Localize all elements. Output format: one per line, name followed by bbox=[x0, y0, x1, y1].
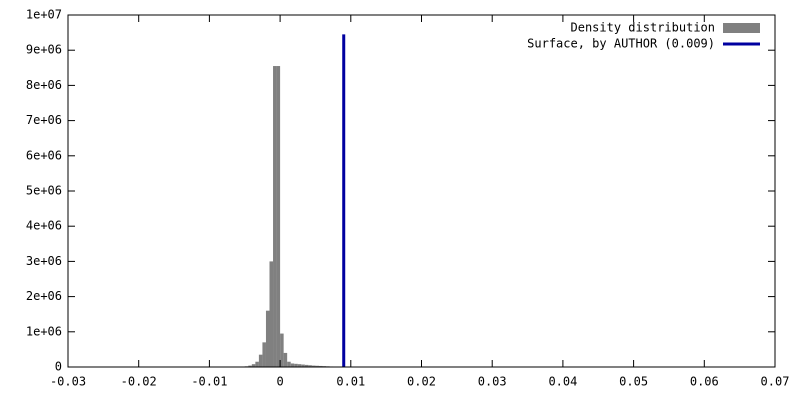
histogram-bar bbox=[258, 354, 263, 367]
histogram-bar bbox=[280, 333, 284, 367]
y-tick-label: 0 bbox=[55, 360, 62, 374]
histogram-bar bbox=[308, 365, 312, 367]
y-tick-label: 3e+06 bbox=[26, 254, 62, 268]
x-tick-label: -0.01 bbox=[191, 375, 227, 389]
x-tick-label: 0.02 bbox=[407, 375, 436, 389]
histogram-bar bbox=[251, 364, 256, 367]
x-tick-label: 0.07 bbox=[761, 375, 790, 389]
y-tick-label: 1e+06 bbox=[26, 324, 62, 338]
y-tick-label: 7e+06 bbox=[26, 113, 62, 127]
histogram-bar bbox=[287, 361, 291, 367]
histogram-bar bbox=[283, 352, 288, 367]
histogram-bar bbox=[297, 364, 302, 367]
x-tick-label: -0.02 bbox=[121, 375, 157, 389]
y-tick-label: 8e+06 bbox=[26, 78, 62, 92]
x-tick-label: 0.06 bbox=[690, 375, 719, 389]
histogram-bar bbox=[290, 363, 295, 367]
x-tick-label: 0 bbox=[276, 375, 283, 389]
x-tick-label: 0.01 bbox=[336, 375, 365, 389]
y-tick-label: 9e+06 bbox=[26, 43, 62, 57]
histogram-bar bbox=[304, 364, 309, 367]
y-tick-label: 2e+06 bbox=[26, 289, 62, 303]
histogram-bar bbox=[273, 66, 277, 367]
x-tick-label: -0.03 bbox=[50, 375, 86, 389]
histogram-bar bbox=[301, 364, 305, 367]
histogram-bar bbox=[318, 365, 323, 367]
histogram-bar bbox=[269, 261, 274, 367]
legend-label: Surface, by AUTHOR (0.009) bbox=[527, 37, 715, 51]
y-tick-label: 5e+06 bbox=[26, 184, 62, 198]
histogram-bar bbox=[248, 365, 252, 367]
histogram-bar bbox=[262, 342, 266, 367]
histogram-bar bbox=[255, 361, 259, 367]
x-tick-label: 0.03 bbox=[478, 375, 507, 389]
legend-swatch bbox=[723, 23, 760, 33]
legend-label: Density distribution bbox=[571, 21, 716, 35]
histogram-bar bbox=[315, 365, 319, 367]
x-tick-label: 0.04 bbox=[548, 375, 577, 389]
y-tick-label: 4e+06 bbox=[26, 219, 62, 233]
histogram-bar bbox=[311, 365, 316, 367]
histogram-bar bbox=[276, 66, 281, 367]
histogram-bar bbox=[265, 310, 270, 367]
histogram-bar bbox=[294, 363, 298, 367]
y-tick-label: 6e+06 bbox=[26, 148, 62, 162]
x-tick-label: 0.05 bbox=[619, 375, 648, 389]
y-tick-label: 1e+07 bbox=[26, 8, 62, 22]
